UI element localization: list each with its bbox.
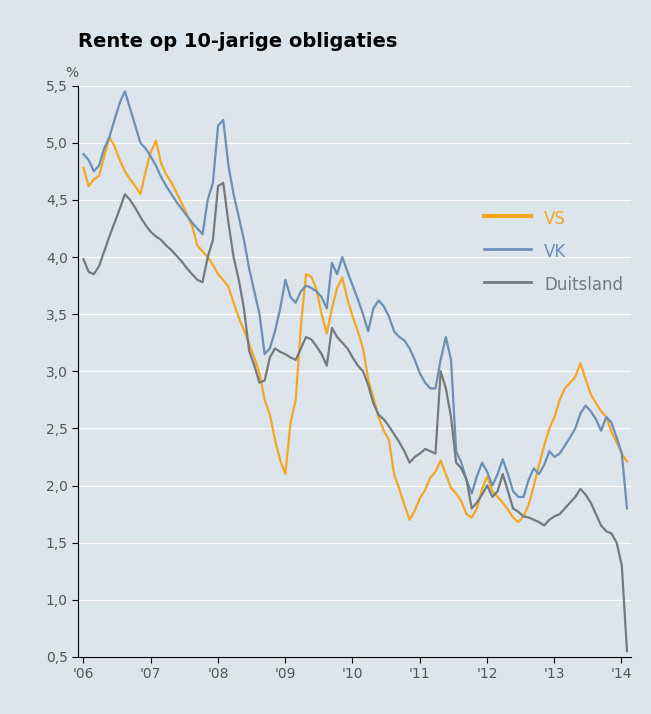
Text: Rente op 10-jarige obligaties: Rente op 10-jarige obligaties [78,32,398,51]
Text: %: % [65,66,78,80]
Legend: VS, VK, Duitsland: VS, VK, Duitsland [484,208,623,294]
